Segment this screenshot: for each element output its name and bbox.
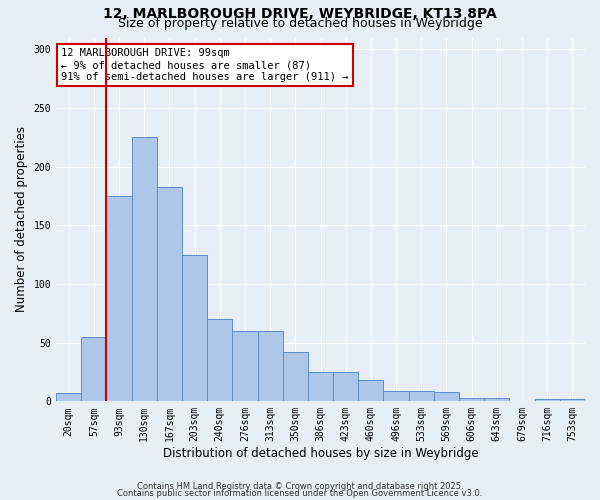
Bar [484, 398, 509, 402]
Bar [560, 399, 585, 402]
Bar [283, 352, 308, 402]
Bar [383, 391, 409, 402]
Text: Contains HM Land Registry data © Crown copyright and database right 2025.: Contains HM Land Registry data © Crown c… [137, 482, 463, 491]
X-axis label: Distribution of detached houses by size in Weybridge: Distribution of detached houses by size … [163, 447, 478, 460]
Bar [434, 392, 459, 402]
Bar [131, 138, 157, 402]
Bar [232, 331, 257, 402]
Text: Size of property relative to detached houses in Weybridge: Size of property relative to detached ho… [118, 16, 482, 30]
Text: 12 MARLBOROUGH DRIVE: 99sqm
← 9% of detached houses are smaller (87)
91% of semi: 12 MARLBOROUGH DRIVE: 99sqm ← 9% of deta… [61, 48, 349, 82]
Bar [333, 372, 358, 402]
Bar [56, 393, 81, 402]
Bar [81, 337, 106, 402]
Bar [157, 186, 182, 402]
Text: 12, MARLBOROUGH DRIVE, WEYBRIDGE, KT13 8PA: 12, MARLBOROUGH DRIVE, WEYBRIDGE, KT13 8… [103, 8, 497, 22]
Bar [182, 254, 207, 402]
Text: Contains public sector information licensed under the Open Government Licence v3: Contains public sector information licen… [118, 489, 482, 498]
Bar [358, 380, 383, 402]
Bar [308, 372, 333, 402]
Bar [459, 398, 484, 402]
Bar [535, 399, 560, 402]
Y-axis label: Number of detached properties: Number of detached properties [15, 126, 28, 312]
Bar [106, 196, 131, 402]
Bar [409, 391, 434, 402]
Bar [257, 331, 283, 402]
Bar [207, 319, 232, 402]
